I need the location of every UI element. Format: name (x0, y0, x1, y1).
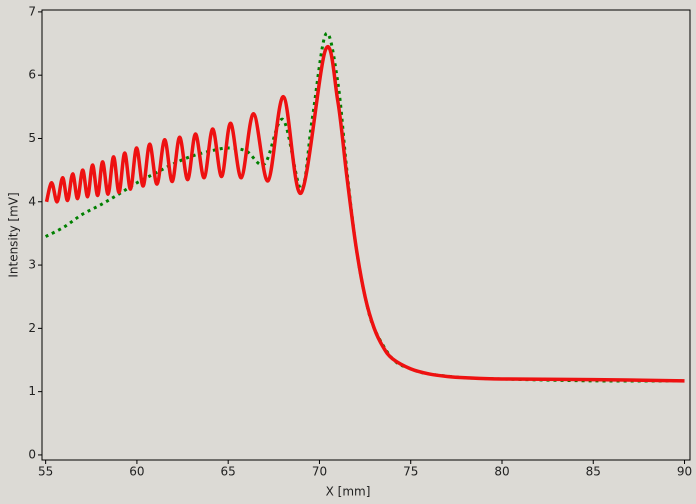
x-tick-label: 90 (677, 465, 692, 479)
x-tick-label: 55 (38, 465, 53, 479)
x-tick-label: 60 (129, 465, 144, 479)
y-tick-label: 0 (28, 447, 36, 461)
y-tick-label: 6 (28, 68, 36, 82)
y-tick-label: 1 (28, 384, 36, 398)
x-tick-label: 80 (494, 465, 509, 479)
x-tick-label: 75 (403, 465, 418, 479)
y-tick-label: 7 (28, 4, 36, 18)
x-tick-label: 70 (312, 465, 327, 479)
y-tick-label: 5 (28, 131, 36, 145)
x-tick-label: 85 (586, 465, 601, 479)
plot-frame (41, 9, 691, 461)
y-tick-label: 3 (28, 258, 36, 272)
series-line (44, 31, 685, 383)
x-axis-label: X [mm] (326, 485, 371, 499)
y-tick-label: 2 (28, 321, 36, 335)
x-tick-label: 65 (221, 465, 236, 479)
series-line (44, 45, 685, 383)
y-axis-label: Intensity [mV] (7, 192, 21, 277)
y-tick-label: 4 (28, 194, 36, 208)
